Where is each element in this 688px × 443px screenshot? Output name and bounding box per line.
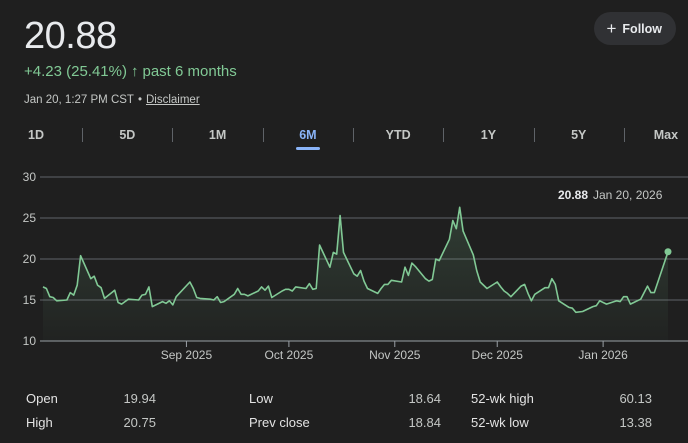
stat-high: High 20.75 [26, 414, 156, 430]
y-tick-label: 25 [23, 211, 37, 225]
tab-1d[interactable]: 1D [28, 128, 44, 142]
quote-timestamp: Jan 20, 1:27 PM CST [24, 94, 134, 106]
stats-row: High 20.75 Prev close 18.84 52-wk low 13.38 [26, 410, 672, 434]
tab-5d[interactable]: 5D [82, 122, 172, 150]
tab-1m[interactable]: 1M [172, 122, 262, 150]
x-tick-label: Dec 2025 [472, 348, 524, 362]
stat-52wk-high: 52-wk high 60.13 [471, 390, 652, 406]
x-tick-label: Sep 2025 [161, 348, 213, 362]
price-change: +4.23 (25.41%) ↑ past 6 months [24, 63, 237, 80]
change-period: past 6 months [142, 63, 237, 80]
plus-icon: + [606, 18, 617, 38]
series-line [42, 206, 669, 314]
current-price: 20.88 [24, 15, 117, 57]
range-tabs: 1D 5D 1M 6M YTD 1Y 5Y Max [12, 122, 688, 150]
meta-separator: • [137, 94, 142, 106]
stats-row: Open 19.94 Low 18.64 52-wk high 60.13 [26, 386, 672, 410]
follow-label: Follow [622, 21, 662, 36]
price-chart[interactable]: 10 15 20 25 30 Sep 2025 Oct 2025 Nov 2025 Dec 20… [0, 160, 688, 365]
disclaimer-link[interactable]: Disclaimer [145, 94, 200, 106]
tooltip-date: Jan 20, 2026 [593, 188, 663, 202]
follow-button[interactable]: + Follow [594, 12, 676, 45]
key-stats: Open 19.94 Low 18.64 52-wk high 60.13 High 2… [26, 386, 672, 434]
x-tick-label: Jan 2026 [578, 348, 628, 362]
stat-open: Open 19.94 [26, 390, 156, 406]
tab-1y[interactable]: 1Y [443, 122, 533, 150]
change-value: +4.23 (25.41%) [24, 63, 127, 80]
last-point-marker [664, 248, 672, 256]
tab-max[interactable]: Max [623, 122, 688, 150]
y-tick-label: 30 [23, 170, 37, 184]
tab-5y[interactable]: 5Y [533, 122, 624, 150]
y-tick-label: 10 [23, 334, 37, 348]
quote-meta: Jan 20, 1:27 PM CST • Disclaimer [24, 94, 200, 106]
y-tick-label: 20 [23, 252, 37, 266]
x-tick-label: Oct 2025 [265, 348, 314, 362]
series-area [43, 207, 668, 341]
tab-ytd[interactable]: YTD [353, 122, 443, 150]
stat-52wk-low: 52-wk low 13.38 [471, 414, 652, 430]
x-tick-label: Nov 2025 [369, 348, 421, 362]
arrow-up-icon: ↑ [131, 63, 139, 80]
tooltip-value: 20.88 [558, 188, 588, 202]
y-tick-label: 15 [23, 293, 37, 307]
stat-low: Low 18.64 [249, 390, 441, 406]
stat-prev-close: Prev close 18.84 [249, 414, 441, 430]
tab-6m[interactable]: 6M [262, 122, 353, 150]
